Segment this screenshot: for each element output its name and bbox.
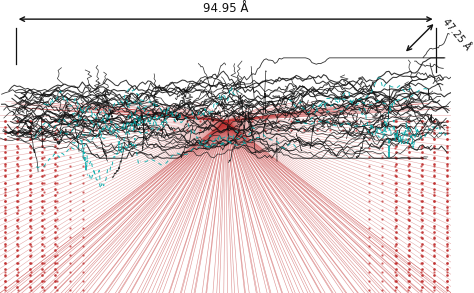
Text: 47.25 Å: 47.25 Å <box>440 17 472 52</box>
Text: 94.95 Å: 94.95 Å <box>203 2 248 15</box>
